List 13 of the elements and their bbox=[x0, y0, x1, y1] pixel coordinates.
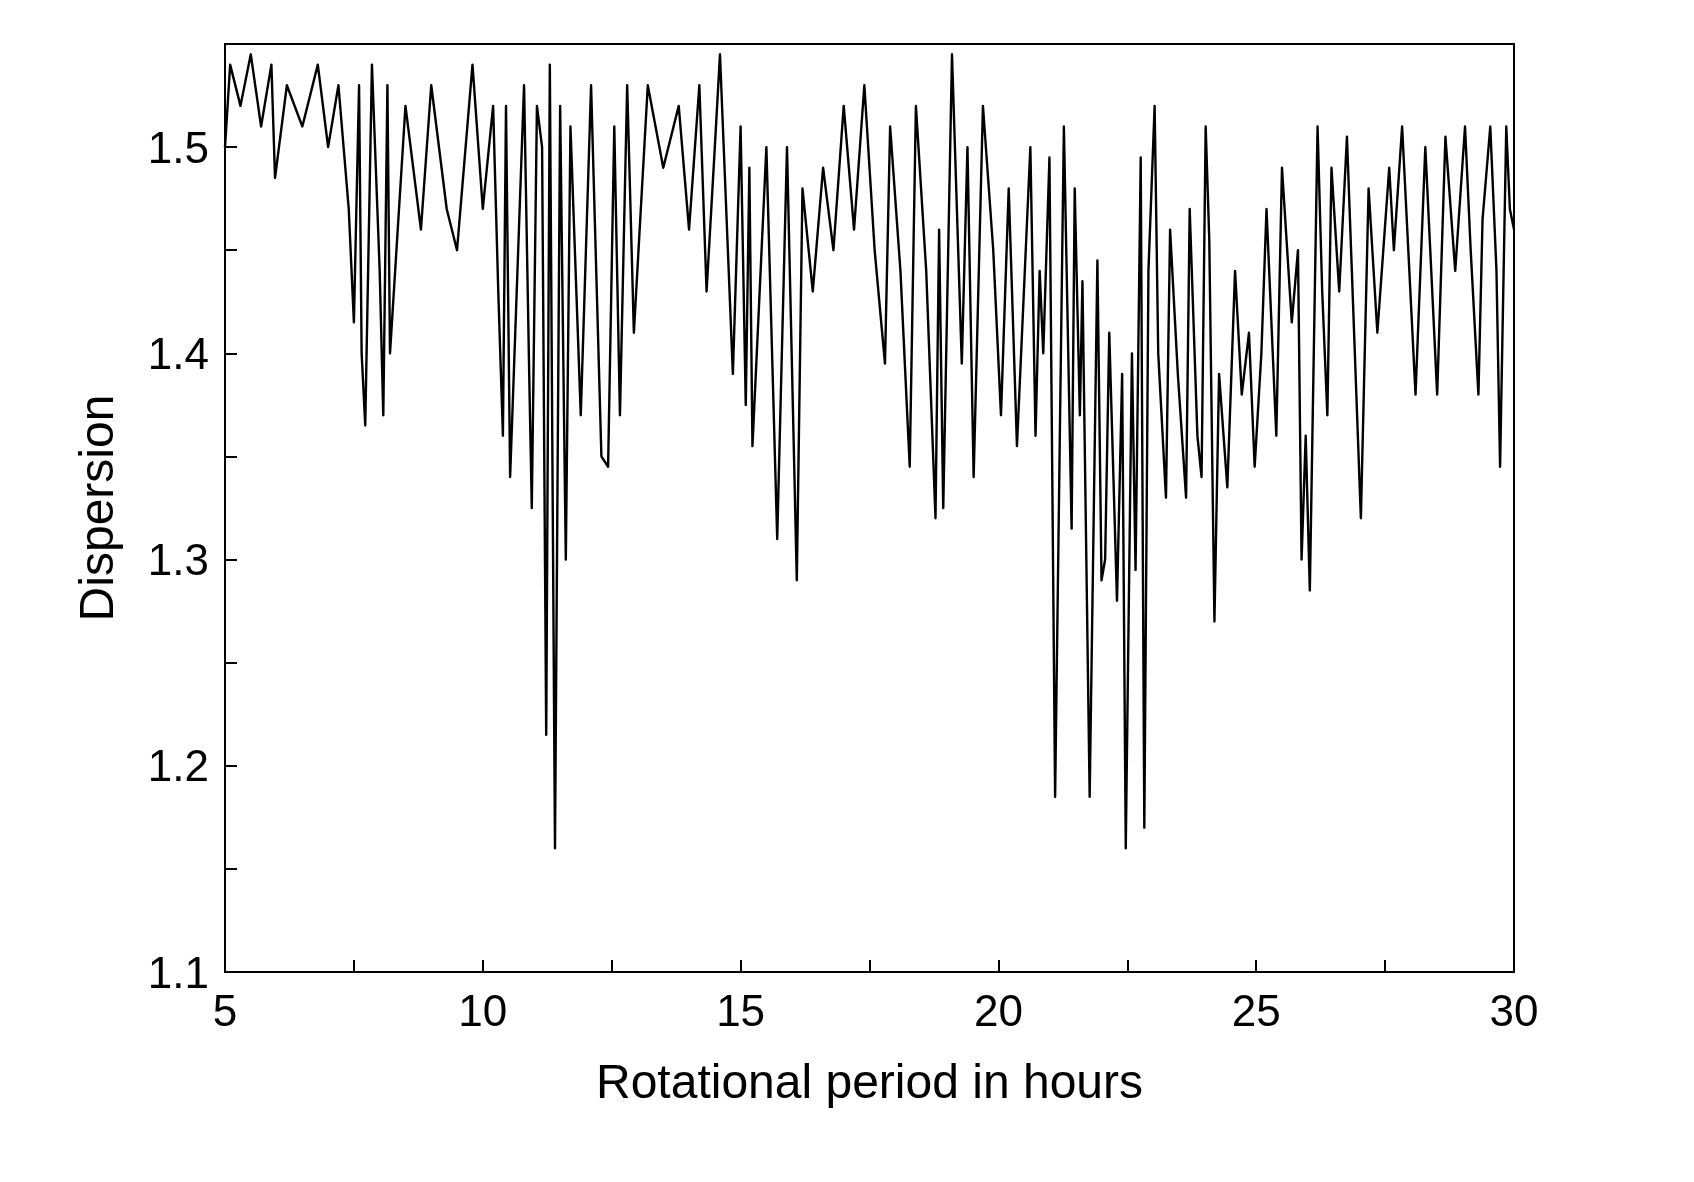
x-axis-title: Rotational period in hours bbox=[595, 1054, 1144, 1108]
y-tick-label: 1.5 bbox=[147, 122, 209, 172]
y-tick-label: 1.2 bbox=[147, 741, 209, 791]
x-tick-label: 15 bbox=[716, 985, 766, 1035]
y-tick-label: 1.3 bbox=[147, 535, 209, 585]
y-tick-label: 1.1 bbox=[147, 947, 209, 997]
y-axis-title: Dispersion bbox=[69, 394, 123, 622]
x-tick-label: 25 bbox=[1231, 985, 1281, 1035]
x-tick-label: 10 bbox=[458, 985, 508, 1035]
x-tick-label: 20 bbox=[973, 985, 1023, 1035]
x-tick-label: 30 bbox=[1489, 985, 1539, 1035]
y-tick-label: 1.4 bbox=[147, 328, 209, 378]
x-tick-label: 5 bbox=[212, 985, 238, 1035]
